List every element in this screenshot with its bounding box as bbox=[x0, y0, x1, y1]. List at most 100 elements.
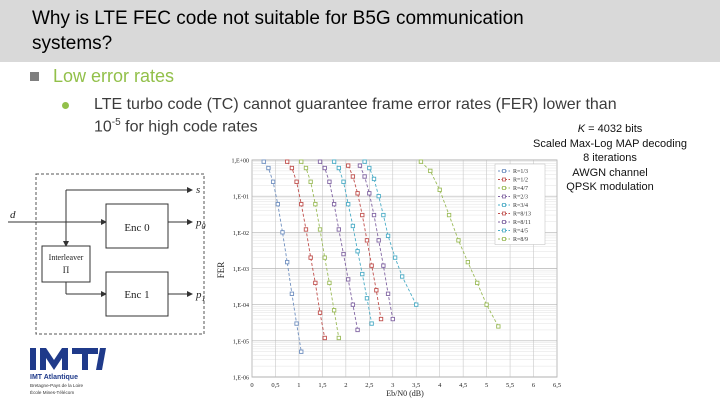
data-point bbox=[270, 179, 276, 184]
output-s-label: s bbox=[196, 184, 200, 196]
turbo-encoder-diagram: Enc 0 Interleaver Π Enc 1 d s p0 p1 bbox=[8, 173, 206, 335]
y-tick-label: 1,E-03 bbox=[233, 267, 249, 273]
data-point bbox=[303, 227, 309, 232]
logo-name: IMT Atlantique bbox=[30, 374, 78, 381]
data-point bbox=[364, 296, 370, 301]
interleaver-label-2: Π bbox=[63, 265, 70, 275]
data-point bbox=[346, 202, 351, 207]
x-tick-label: 4,5 bbox=[459, 382, 467, 389]
enc0-label: Enc 0 bbox=[124, 222, 150, 234]
legend-marker bbox=[502, 194, 506, 199]
y-tick-label: 1,E+00 bbox=[231, 159, 249, 165]
data-point bbox=[341, 251, 346, 257]
data-point bbox=[275, 202, 280, 207]
y-tick-label: 1,E-02 bbox=[233, 231, 249, 237]
series-line bbox=[263, 161, 302, 352]
data-point bbox=[350, 174, 356, 179]
data-point bbox=[376, 238, 381, 243]
data-point bbox=[299, 349, 304, 354]
data-point bbox=[360, 271, 365, 277]
data-point bbox=[367, 165, 372, 171]
legend-entry: R=8/13 bbox=[513, 212, 531, 218]
data-point bbox=[362, 174, 367, 179]
data-point bbox=[385, 291, 391, 296]
legend-marker bbox=[502, 169, 506, 173]
logo-sub2: École Mines-Télécom bbox=[30, 389, 74, 395]
x-tick-label: 6 bbox=[532, 382, 536, 389]
data-point bbox=[355, 249, 360, 254]
legend-entry: R=4/5 bbox=[513, 229, 528, 235]
data-point bbox=[418, 159, 424, 164]
x-tick-label: 3,5 bbox=[412, 382, 420, 389]
data-point bbox=[322, 165, 327, 171]
data-point bbox=[355, 327, 360, 333]
data-point bbox=[322, 335, 327, 341]
data-point bbox=[369, 321, 374, 326]
data-point bbox=[341, 179, 346, 184]
data-point bbox=[299, 159, 304, 164]
data-point bbox=[381, 263, 386, 268]
data-point bbox=[357, 163, 363, 168]
bullet-low-error-rates: Low error rates bbox=[30, 66, 174, 87]
data-point bbox=[390, 316, 395, 322]
legend-marker bbox=[502, 186, 506, 190]
x-tick-label: 5,5 bbox=[506, 382, 514, 389]
data-point bbox=[313, 202, 318, 207]
interleaver-label-1: Interleaver bbox=[49, 253, 84, 262]
bullet2-line1: LTE turbo code (TC) cannot guarantee fra… bbox=[94, 96, 617, 113]
x-tick-label: 0 bbox=[250, 382, 253, 389]
bullet2-line2: 10-5 for high code rates bbox=[94, 117, 258, 136]
legend-marker bbox=[502, 220, 506, 224]
input-d-label: d bbox=[10, 209, 16, 221]
data-point bbox=[360, 212, 365, 218]
interleaver-block bbox=[41, 245, 91, 283]
data-point bbox=[331, 202, 337, 207]
legend-marker bbox=[502, 237, 506, 241]
fer-chart: R=1/3 R=1/2 R=4/7 R=2/3 R=3/4 R=8/13 R=8/11 R=4… bbox=[216, 159, 561, 399]
data-point bbox=[374, 288, 379, 293]
data-point bbox=[336, 227, 341, 232]
data-point bbox=[317, 310, 323, 315]
output-p0-label: p0 bbox=[195, 217, 206, 231]
data-point bbox=[266, 165, 271, 171]
encoder-dashed-frame bbox=[35, 173, 205, 335]
data-point bbox=[496, 324, 501, 329]
param-decoding: Scaled Max-Log MAP decoding bbox=[533, 137, 687, 150]
data-point bbox=[327, 280, 332, 286]
data-point bbox=[350, 223, 356, 229]
legend-entry: R=1/2 bbox=[513, 178, 528, 184]
legend-marker bbox=[502, 203, 506, 207]
data-point bbox=[289, 291, 295, 296]
data-point bbox=[392, 255, 398, 260]
data-point bbox=[280, 230, 285, 235]
data-point bbox=[317, 227, 323, 232]
slide-title: Why is LTE FEC code not suitable for B5G… bbox=[32, 8, 524, 54]
enc1-block bbox=[105, 271, 169, 317]
legend-entry: R=2/3 bbox=[513, 195, 528, 201]
data-point bbox=[346, 163, 351, 168]
x-tick-label: 1,5 bbox=[318, 382, 326, 389]
imt-logo-mark bbox=[30, 348, 106, 370]
data-point bbox=[362, 159, 367, 164]
data-point bbox=[317, 159, 323, 164]
imt-logo: IMT Atlantique Bretagne-Pays de la Loire… bbox=[30, 348, 106, 395]
legend-entry: R=4/7 bbox=[513, 186, 528, 192]
data-point bbox=[294, 179, 299, 184]
data-point bbox=[303, 165, 309, 171]
legend-marker bbox=[502, 177, 506, 182]
x-tick-label: 5 bbox=[485, 382, 488, 389]
legend-entry: R=8/11 bbox=[513, 220, 531, 226]
square-bullet-icon bbox=[30, 72, 39, 81]
data-point bbox=[400, 274, 405, 279]
chart-ylabel: FER bbox=[216, 262, 226, 279]
data-point bbox=[437, 187, 442, 192]
enc1-label: Enc 1 bbox=[124, 289, 149, 301]
logo-sub1: Bretagne-Pays de la Loire bbox=[30, 383, 84, 388]
legend-entry: R=3/4 bbox=[513, 203, 528, 209]
data-point bbox=[336, 335, 341, 341]
data-point bbox=[428, 168, 433, 174]
data-point bbox=[331, 159, 337, 164]
data-point bbox=[475, 280, 480, 286]
y-tick-label: 1,E-06 bbox=[233, 376, 249, 382]
param-modulation: QPSK modulation bbox=[566, 181, 654, 193]
